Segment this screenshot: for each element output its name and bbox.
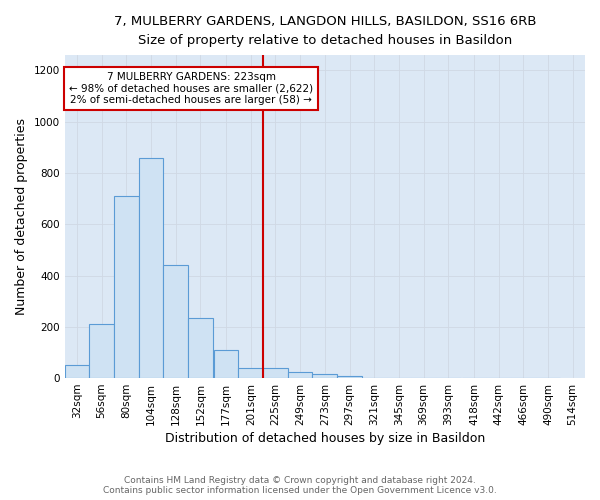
Y-axis label: Number of detached properties: Number of detached properties bbox=[15, 118, 28, 315]
Bar bbox=[89, 324, 114, 378]
Bar bbox=[313, 374, 337, 378]
X-axis label: Distribution of detached houses by size in Basildon: Distribution of detached houses by size … bbox=[165, 432, 485, 445]
Bar bbox=[263, 368, 288, 378]
Text: 7 MULBERRY GARDENS: 223sqm
← 98% of detached houses are smaller (2,622)
2% of se: 7 MULBERRY GARDENS: 223sqm ← 98% of deta… bbox=[69, 72, 313, 105]
Text: Contains HM Land Registry data © Crown copyright and database right 2024.
Contai: Contains HM Land Registry data © Crown c… bbox=[103, 476, 497, 495]
Bar bbox=[139, 158, 163, 378]
Bar bbox=[163, 266, 188, 378]
Bar bbox=[238, 368, 263, 378]
Bar bbox=[188, 318, 213, 378]
Bar bbox=[288, 372, 313, 378]
Bar bbox=[114, 196, 139, 378]
Title: 7, MULBERRY GARDENS, LANGDON HILLS, BASILDON, SS16 6RB
Size of property relative: 7, MULBERRY GARDENS, LANGDON HILLS, BASI… bbox=[113, 15, 536, 47]
Bar bbox=[65, 366, 89, 378]
Bar bbox=[337, 376, 362, 378]
Bar bbox=[214, 350, 238, 378]
